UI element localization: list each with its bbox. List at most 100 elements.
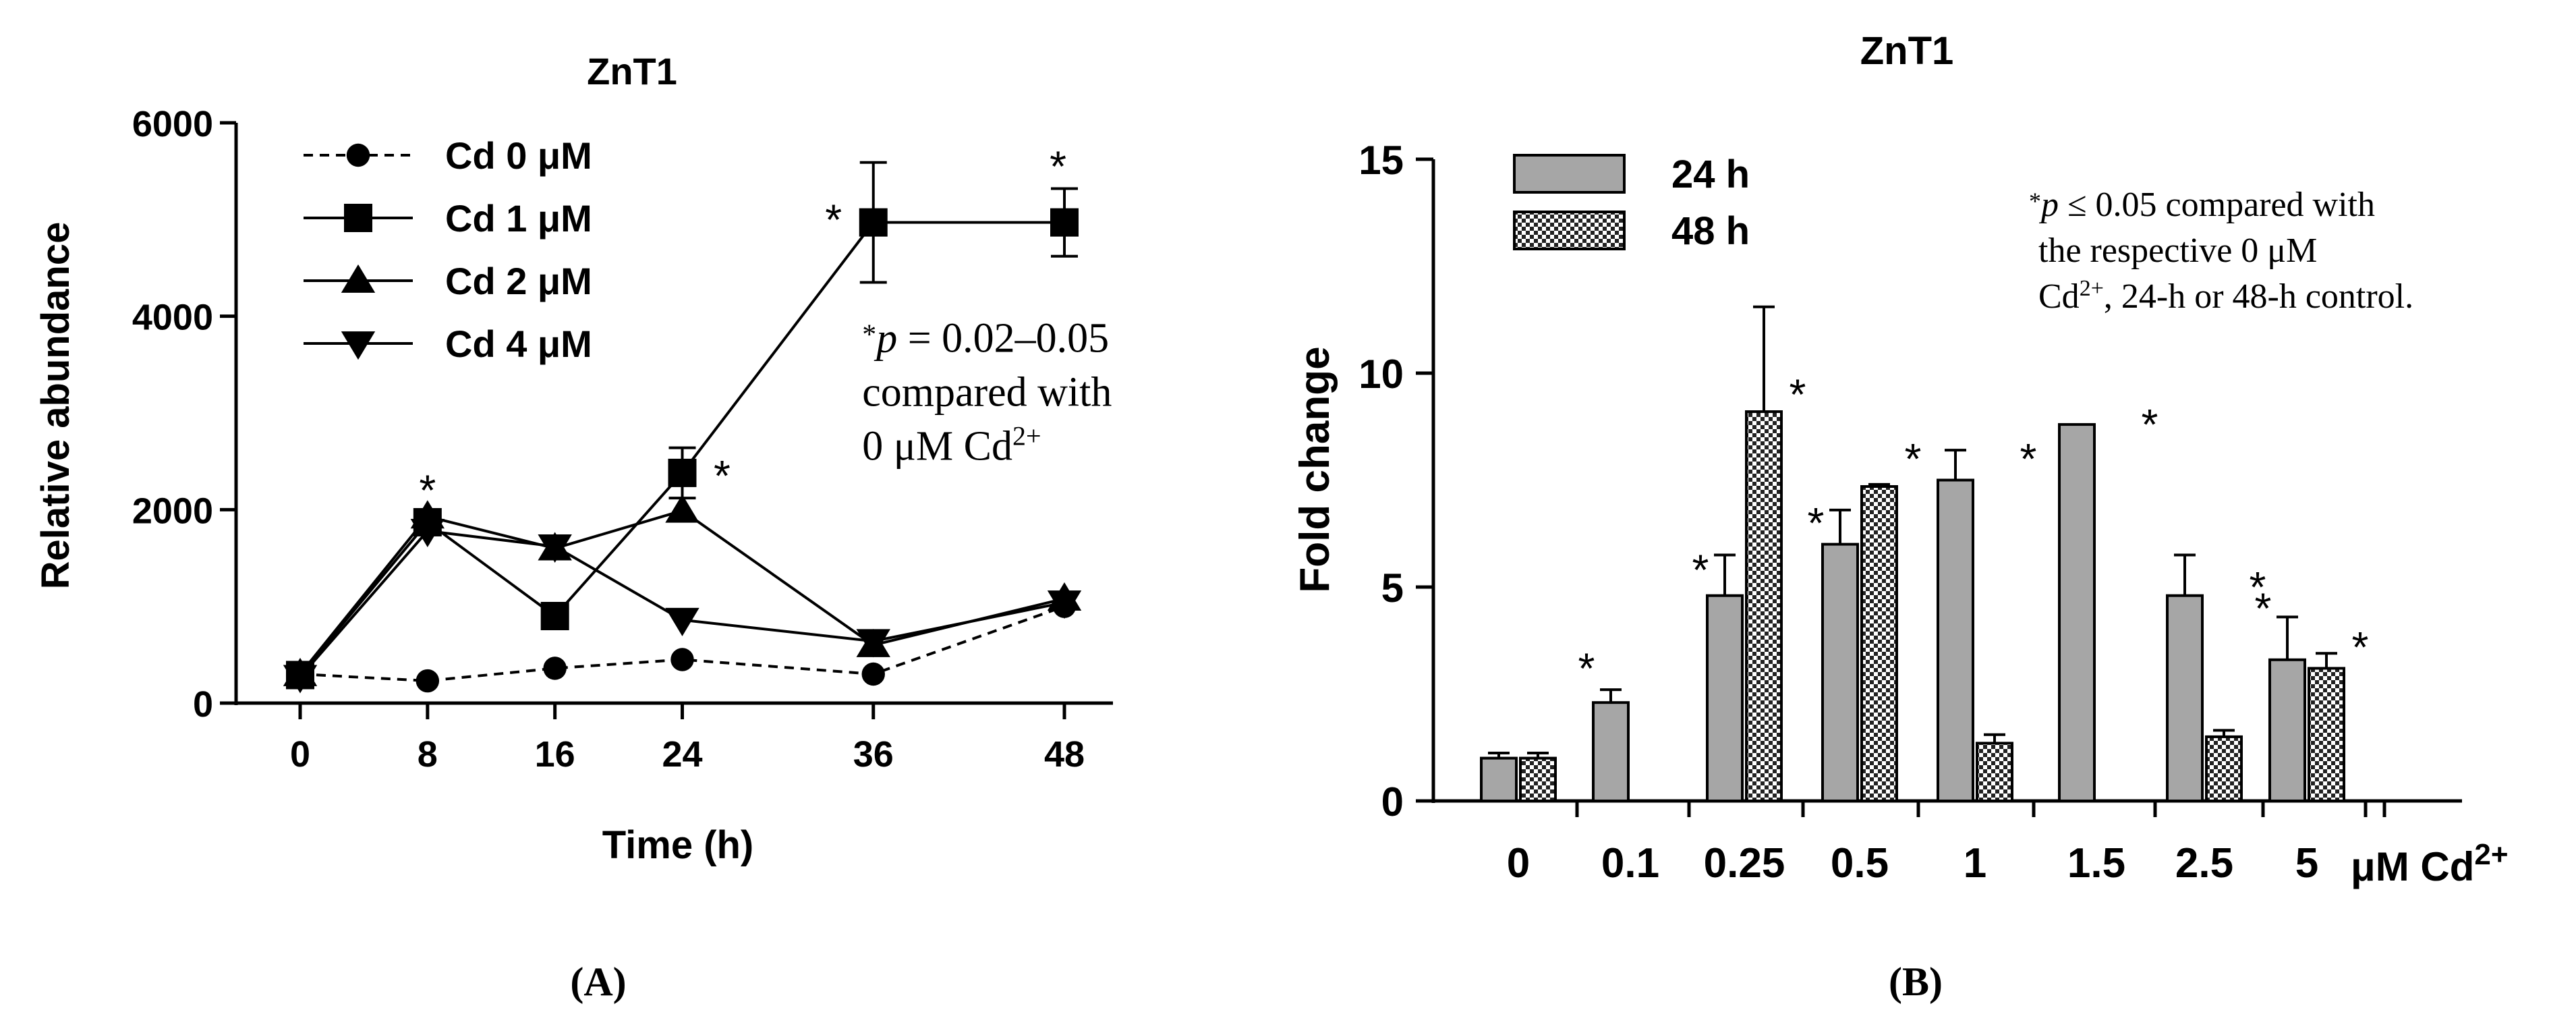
panel-b-significance-star: *	[1790, 370, 1806, 419]
panel-a-line-chart: ZnT1 Relative abundance Time (h) (A) 0 20…	[34, 50, 1113, 1004]
panel-b-category-label: 5	[2295, 840, 2318, 887]
panel-b-bar-chart: ZnT1 Fold change (B) 0 5 10 15 0 0.1 0.25 0.5 1 1…	[1292, 29, 2509, 1004]
panel-b-axis-end-label: μM Cd2+	[2351, 838, 2509, 890]
panel-a-legend-label: Cd 2 μM	[445, 260, 592, 302]
panel-a-x-axis-label: Time (h)	[602, 823, 754, 867]
panel-b-category-label: 1	[1964, 840, 1986, 887]
panel-b-annotation-line-3: Cd2+, 24-h or 48-h control.	[2038, 276, 2413, 316]
panel-a-significance-marks: * * * *	[419, 142, 1066, 515]
panel-b-category-label: 0	[1507, 840, 1530, 887]
panel-b-title: ZnT1	[1860, 29, 1954, 73]
panel-a-legend-entry-4: Cd 4 μM	[304, 323, 592, 365]
panel-a-legend-label: Cd 0 μM	[445, 134, 592, 177]
panel-b-bar	[1821, 543, 1859, 802]
panel-a-significance-star: *	[825, 195, 842, 244]
panel-a-data-point	[543, 657, 567, 680]
panel-b-significance-star: *	[2250, 563, 2266, 611]
panel-b-category-label: 1.5	[2067, 840, 2125, 887]
panel-a-legend-marker	[346, 143, 370, 167]
panel-b-bar	[1706, 594, 1744, 802]
panel-b-bar	[2205, 735, 2243, 803]
panel-b-significance-star: *	[2142, 400, 2158, 449]
panel-a-x-tick-label: 36	[853, 734, 894, 775]
panel-a-data-point	[540, 602, 569, 630]
panel-a-data-point	[1047, 590, 1082, 619]
panel-b-bar	[2308, 667, 2345, 803]
panel-a-title: ZnT1	[587, 50, 677, 92]
panel-a-y-tick-label: 0	[193, 684, 213, 725]
panel-a-data-point	[1050, 208, 1079, 237]
panel-a-legend-marker	[341, 331, 376, 360]
panel-a-data-point	[861, 662, 885, 686]
panel-a-legend-label: Cd 1 μM	[445, 197, 592, 240]
panel-b-y-tick-label: 5	[1381, 565, 1404, 611]
panel-b-bar	[1976, 742, 2013, 803]
panel-b-y-tick-label: 0	[1381, 779, 1404, 825]
panel-a-x-tick-label: 24	[662, 734, 702, 775]
panel-a-legend-label: Cd 4 μM	[445, 323, 592, 365]
panel-b-bar	[1860, 485, 1898, 802]
panel-b-bar	[2268, 658, 2306, 803]
panel-a-y-tick-label: 4000	[132, 298, 213, 338]
panel-b-significance-star: *	[2020, 435, 2037, 483]
panel-a-series-line	[299, 509, 1065, 675]
panel-b-significance-marks: ***** *****	[1578, 370, 2369, 693]
panel-b-significance-star: *	[1578, 644, 1595, 692]
panel-a-legend-entry-2: Cd 1 μM	[304, 197, 592, 240]
panel-b-y-tick-label: 15	[1358, 138, 1404, 183]
panel-b-y-axis-label: Fold change	[1292, 346, 1338, 592]
panel-a-series-line	[299, 221, 1064, 676]
panel-b-significance-star: *	[2255, 584, 2272, 633]
panel-b-bars	[1480, 305, 2345, 803]
panel-a-series-line	[299, 605, 1065, 683]
panel-a-series-4	[283, 519, 1082, 694]
panel-a-y-axis-label: Relative abundance	[34, 222, 78, 590]
panel-a-data-point	[859, 208, 888, 237]
panel-a-data-point	[665, 494, 699, 523]
panel-b-significance-star: *	[1692, 546, 1709, 594]
panel-b-bar	[1519, 756, 1557, 802]
panel-b-significance-star: *	[1808, 499, 1825, 547]
panel-b-legend-label: 48 h	[1671, 209, 1750, 253]
panel-b-bar	[1592, 701, 1630, 803]
panel-a-significance-star: *	[419, 466, 436, 515]
panel-b-category-label: 0.1	[1601, 840, 1659, 887]
panel-b-annotation-line-2: the respective 0 μM	[2038, 231, 2317, 270]
panel-a-data-point	[668, 458, 697, 487]
panel-b-label: (B)	[1889, 960, 1943, 1004]
panel-a-data-point	[856, 629, 890, 658]
panel-a-legend-entry-3: Cd 2 μM	[304, 260, 592, 302]
panel-a-annotation-line-1: *p = 0.02–0.05	[862, 316, 1109, 362]
panel-b-category-label: 2.5	[2175, 840, 2233, 887]
panel-a-label: (A)	[570, 960, 626, 1004]
panel-a-legend-entry-1: Cd 0 μM	[304, 134, 592, 177]
panel-b-bar	[1745, 410, 1783, 802]
panel-a-series-1	[288, 594, 1077, 693]
panel-a-data-point	[416, 669, 440, 693]
panel-b-legend-entry-1: 24 h	[1513, 152, 1750, 196]
panel-b-legend-label: 24 h	[1671, 152, 1750, 196]
panel-b-significance-star: *	[1905, 435, 1922, 483]
panel-b-bar	[1937, 478, 1974, 802]
panel-b-legend-entry-2: 48 h	[1513, 209, 1750, 253]
panel-a-axes: 0 2000 4000 6000 0 8 16 24 36 48	[132, 104, 1113, 775]
panel-b-axes: 0 5 10 15 0 0.1 0.25 0.5 1 1.5 2.5 5 μM Cd2+	[1358, 138, 2508, 889]
panel-b-bar	[2166, 594, 2204, 802]
panel-a-series-line	[299, 529, 1065, 678]
panel-a-y-tick-label: 6000	[132, 104, 213, 144]
panel-a-x-tick-label: 0	[290, 734, 310, 775]
panel-b-bar	[1480, 756, 1518, 802]
panel-a-significance-star: *	[714, 451, 731, 500]
panel-a-x-tick-label: 16	[535, 734, 575, 775]
panel-a-y-tick-label: 2000	[132, 491, 213, 531]
panel-a-series	[283, 161, 1082, 694]
panel-a-data-point	[538, 534, 572, 563]
panel-b-legend-swatch	[1513, 154, 1626, 194]
panel-b-y-tick-label: 10	[1358, 352, 1404, 397]
panel-a-data-point	[410, 519, 445, 548]
panel-a-legend-marker	[341, 264, 376, 293]
panel-a-annotation-line-3: 0 μM Cd2+	[862, 420, 1041, 470]
panel-a-data-point	[670, 648, 694, 671]
panel-b-legend-swatch	[1513, 211, 1626, 250]
